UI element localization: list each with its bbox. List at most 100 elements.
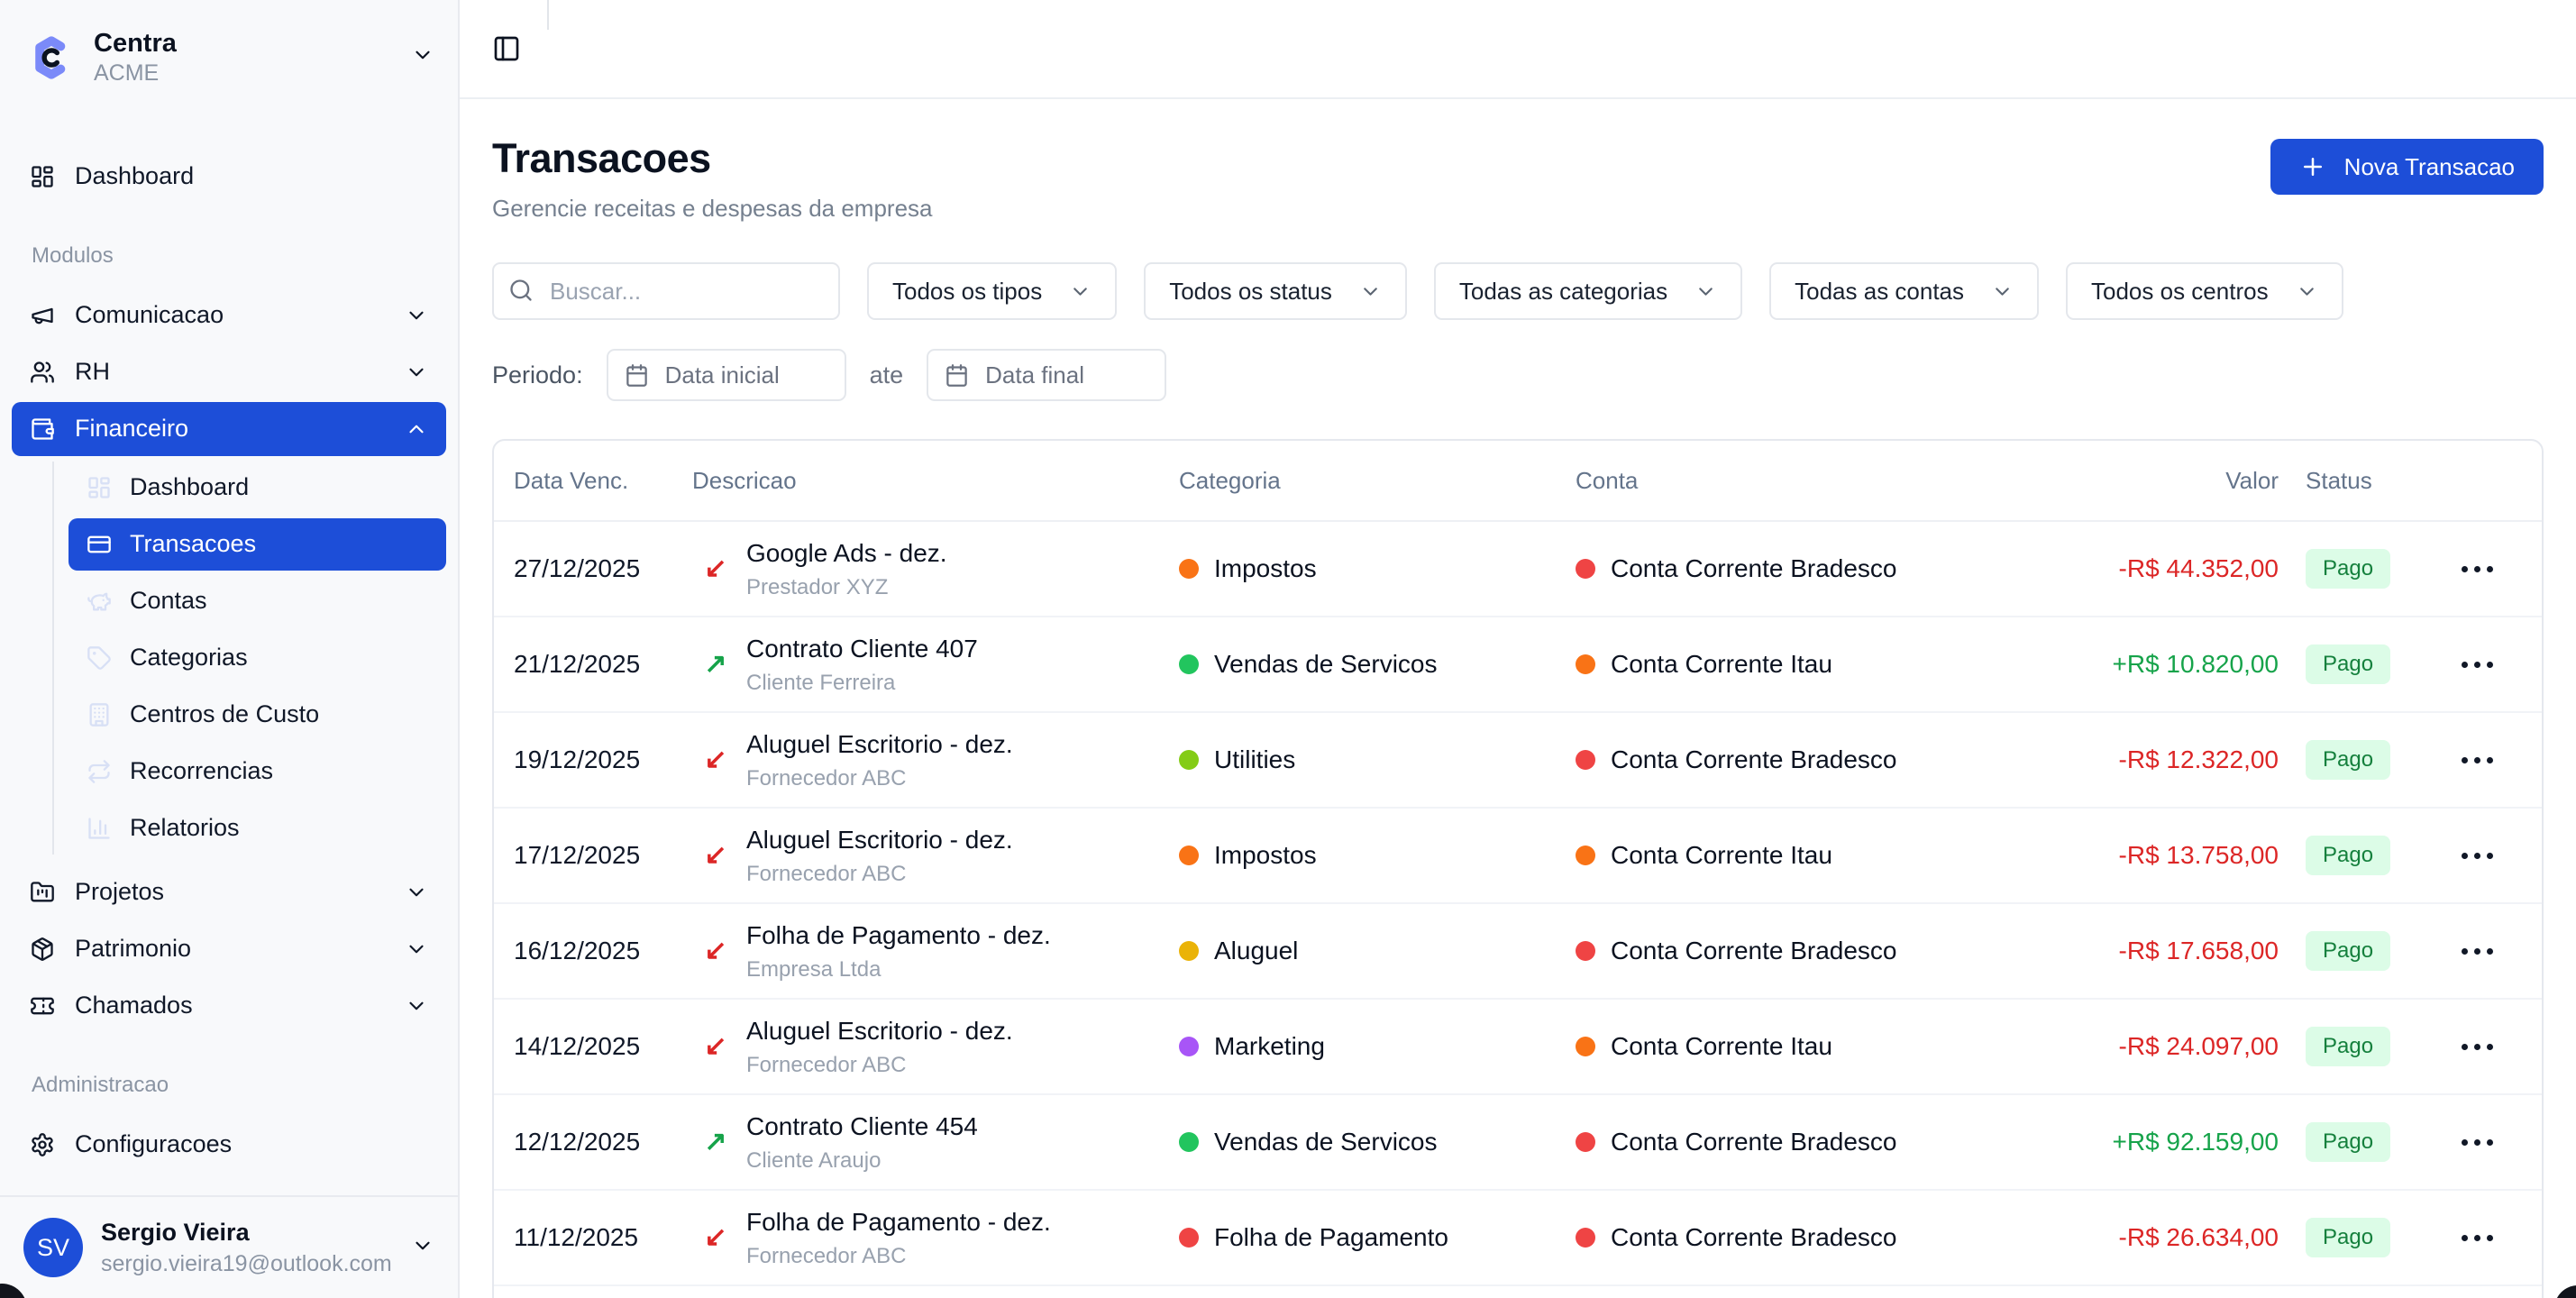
transaction-title: Aluguel Escritorio - dez.	[746, 729, 1013, 758]
sidebar-item-comunicacao[interactable]: Comunicacao	[12, 288, 446, 343]
search-input[interactable]	[492, 262, 840, 320]
sidebar-subitem-recorrencias[interactable]: Recorrencias	[69, 745, 446, 798]
cell-account: Conta Corrente Itau	[1576, 1032, 1963, 1061]
category-dot	[1179, 654, 1199, 674]
description-stack: Folha de Pagamento - dez. Fornecedor ABC	[746, 1206, 1051, 1270]
chevron-up-icon	[405, 417, 428, 441]
settings-icon	[32, 1132, 53, 1156]
sidebar-item-chamados[interactable]: Chamados	[12, 979, 446, 1033]
category-dot	[1179, 1132, 1199, 1152]
chevron-down-icon	[409, 311, 424, 319]
description-stack: Folha de Pagamento - dez. Empresa Ltda	[746, 919, 1051, 983]
piggy-bank-icon	[87, 592, 111, 610]
account-label: Conta Corrente Bradesco	[1611, 1223, 1897, 1251]
arrow-down-left-icon: ↙	[704, 745, 727, 775]
category-dot	[1179, 750, 1199, 770]
search-icon	[508, 278, 534, 303]
date-end-input[interactable]: Data final	[927, 349, 1167, 401]
sidebar-item-label: Chamados	[75, 992, 193, 1019]
sidebar-subitem-categorias[interactable]: Categorias	[69, 632, 446, 684]
chevron-down-icon	[405, 304, 428, 327]
filter-select-todos-os-tipos[interactable]: Todos os tipos	[867, 262, 1118, 320]
sidebar-item-projetos[interactable]: Projetos	[12, 865, 446, 919]
column-header-account: Conta	[1576, 466, 1639, 494]
select-value: Todas as categorias	[1458, 277, 1668, 305]
sidebar-nav: Dashboard Modulos Comunicacao RH Financeiro D…	[0, 119, 458, 1196]
filter-select-todas-as-categorias[interactable]: Todas as categorias	[1433, 262, 1743, 320]
sidebar-subitem-contas[interactable]: Contas	[69, 575, 446, 627]
page-header-text: Transacoes Gerencie receitas e despesas …	[492, 135, 933, 223]
cell-due-date: 27/12/2025	[514, 554, 641, 582]
user-menu[interactable]: SV Sergio Vieira sergio.vieira19@outlook…	[0, 1195, 458, 1298]
row-actions-button[interactable]	[2460, 654, 2495, 675]
cell-description: ↙ Aluguel Escritorio - dez. Fornecedor ABC	[692, 1015, 1179, 1079]
sidebar-subitem-relatorios[interactable]: Relatorios	[69, 802, 446, 855]
transaction-party: Fornecedor ABC	[746, 765, 907, 791]
row-actions-button[interactable]	[2460, 941, 2495, 962]
sidebar-item-dashboard[interactable]: Dashboard	[12, 150, 446, 204]
row-actions-button[interactable]	[2460, 846, 2495, 866]
sidebar-subitem-dashboard[interactable]: Dashboard	[69, 462, 446, 514]
table-row: 19/12/2025 ↙ Aluguel Escritorio - dez. Forn…	[494, 713, 2542, 809]
workspace-switcher[interactable]: Centra ACME	[0, 0, 458, 119]
account-label: Conta Corrente Bradesco	[1611, 554, 1897, 582]
cell-status: Pago	[2279, 740, 2396, 780]
sidebar-item-financeiro[interactable]: Financeiro	[12, 401, 446, 456]
cell-due-date: 17/12/2025	[514, 841, 641, 869]
account-dot	[1576, 654, 1595, 674]
cell-account: Conta Corrente Bradesco	[1576, 1128, 1963, 1156]
cell-actions	[2396, 846, 2542, 866]
table-row: 11/12/2025 ↙ Folha de Pagamento - dez. Forn…	[494, 1191, 2542, 1286]
row-actions-button[interactable]	[2460, 559, 2495, 580]
category-label: Vendas de Servicos	[1214, 650, 1438, 678]
chevron-down-icon	[409, 888, 424, 896]
cell-account: Conta Corrente Bradesco	[1576, 1223, 1963, 1252]
date-start-input[interactable]: Data inicial	[606, 349, 846, 401]
account-label: Conta Corrente Itau	[1611, 650, 1832, 678]
transaction-party: Cliente Ferreira	[746, 670, 896, 695]
chevron-down-icon	[1364, 287, 1377, 296]
bar-chart-icon	[88, 817, 110, 839]
avatar: SV	[23, 1218, 83, 1278]
sidebar-item-rh[interactable]: RH	[12, 345, 446, 399]
cell-account: Conta Corrente Bradesco	[1576, 745, 1963, 774]
table-row: 27/12/2025 ↙ Google Ads - dez. Prestador XY…	[494, 522, 2542, 617]
chevron-down-icon	[1699, 287, 1713, 296]
row-actions-button[interactable]	[2460, 750, 2495, 771]
status-badge: Pago	[2306, 549, 2391, 589]
table-row: 21/12/2025 ↗ Contrato Cliente 407 Cliente F…	[494, 617, 2542, 713]
cell-account: Conta Corrente Itau	[1576, 841, 1963, 870]
cell-status: Pago	[2279, 1122, 2396, 1162]
cell-status: Pago	[2279, 1027, 2396, 1066]
transaction-title: Folha de Pagamento - dez.	[746, 920, 1051, 949]
date-start-placeholder: Data inicial	[664, 361, 780, 388]
sidebar-toggle-button[interactable]	[492, 34, 521, 63]
row-actions-button[interactable]	[2460, 1037, 2495, 1057]
cell-due-date: 12/12/2025	[514, 1128, 641, 1156]
cell-account: Conta Corrente Itau	[1576, 650, 1963, 679]
account-label: Conta Corrente Bradesco	[1611, 1128, 1897, 1156]
table-body: 27/12/2025 ↙ Google Ads - dez. Prestador XY…	[494, 522, 2542, 1298]
sidebar-item-patrimonio[interactable]: Patrimonio	[12, 922, 446, 976]
cell-account: Conta Corrente Bradesco	[1576, 554, 1963, 583]
topbar	[460, 0, 2576, 99]
chevron-down-icon	[405, 361, 428, 384]
filter-select-todos-os-status[interactable]: Todos os status	[1144, 262, 1407, 320]
transactions-table-card: Data Venc. Descricao Categoria Conta Val…	[492, 439, 2544, 1298]
description-stack: Aluguel Escritorio - dez. Fornecedor ABC	[746, 1015, 1013, 1079]
filter-select-todos-os-centros[interactable]: Todos os centros	[2066, 262, 2343, 320]
column-header-description: Descricao	[692, 466, 797, 494]
main-area: Transacoes Gerencie receitas e despesas …	[460, 0, 2576, 1298]
sidebar-subitem-centros-de-custo[interactable]: Centros de Custo	[69, 689, 446, 741]
row-actions-button[interactable]	[2460, 1228, 2495, 1248]
description-stack: Aluguel Escritorio - dez. Fornecedor ABC	[746, 824, 1013, 888]
sidebar-item-label: Comunicacao	[75, 301, 224, 328]
select-value: Todos os tipos	[892, 277, 1043, 305]
filter-select-todas-as-contas[interactable]: Todas as contas	[1769, 262, 2040, 320]
row-actions-button[interactable]	[2460, 1132, 2495, 1153]
sidebar-subitem-transacoes[interactable]: Transacoes	[69, 517, 446, 571]
page-subtitle: Gerencie receitas e despesas da empresa	[492, 195, 933, 222]
cell-due-date: 11/12/2025	[514, 1223, 639, 1251]
sidebar-item-configuracoes[interactable]: Configuracoes	[12, 1118, 446, 1172]
new-transaction-button[interactable]: Nova Transacao	[2270, 139, 2544, 195]
